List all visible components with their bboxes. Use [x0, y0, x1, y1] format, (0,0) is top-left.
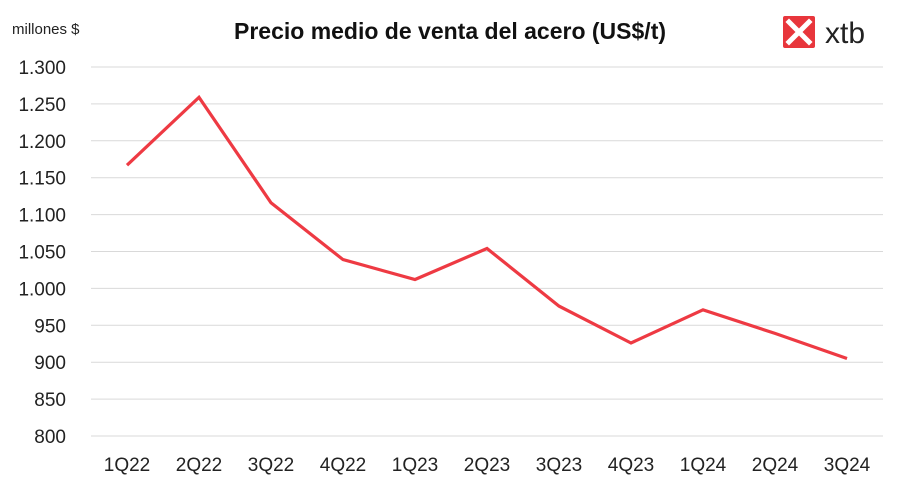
x-tick-label: 3Q22	[248, 455, 294, 476]
y-tick-label: 1.200	[18, 132, 66, 153]
x-axis-ticks: 1Q22 2Q22 3Q22 4Q22 1Q23 2Q23 3Q23 4Q23 1Q24 2Q24…	[104, 455, 871, 476]
grid-lines	[91, 66, 883, 437]
x-tick-label: 2Q22	[176, 455, 222, 476]
y-tick-label: 1.050	[18, 243, 66, 264]
series-lines	[125, 94, 848, 361]
y-tick-label: 850	[34, 390, 66, 411]
y-unit-label: millones $	[12, 21, 80, 38]
x-tick-label: 3Q24	[824, 455, 871, 476]
x-tick-label: 1Q24	[680, 455, 727, 476]
series-line	[125, 94, 848, 361]
x-tick-label: 1Q22	[104, 455, 150, 476]
x-tick-label: 4Q23	[608, 455, 654, 476]
y-tick-label: 900	[34, 353, 66, 374]
y-tick-label: 1.300	[18, 58, 66, 79]
y-tick-label: 950	[34, 316, 66, 337]
y-tick-label: 1.000	[18, 279, 66, 300]
x-tick-label: 3Q23	[536, 455, 582, 476]
chart-title: Precio medio de venta del acero (US$/t)	[234, 18, 666, 44]
y-tick-label: 1.150	[18, 169, 66, 190]
xtb-logo: xtb	[783, 16, 865, 50]
y-tick-label: 1.250	[18, 95, 66, 116]
x-tick-label: 4Q22	[320, 455, 366, 476]
y-tick-label: 800	[34, 427, 66, 448]
x-tick-label: 2Q23	[464, 455, 510, 476]
xtb-logo-text: xtb	[825, 17, 865, 50]
x-tick-label: 2Q24	[752, 455, 799, 476]
y-tick-label: 1.100	[18, 206, 66, 227]
x-tick-label: 1Q23	[392, 455, 438, 476]
xtb-x-logo-icon	[783, 16, 815, 48]
y-axis-ticks: 800 850 900 950 1.000 1.050 1.100 1.150 1.200 1.2…	[18, 58, 66, 448]
